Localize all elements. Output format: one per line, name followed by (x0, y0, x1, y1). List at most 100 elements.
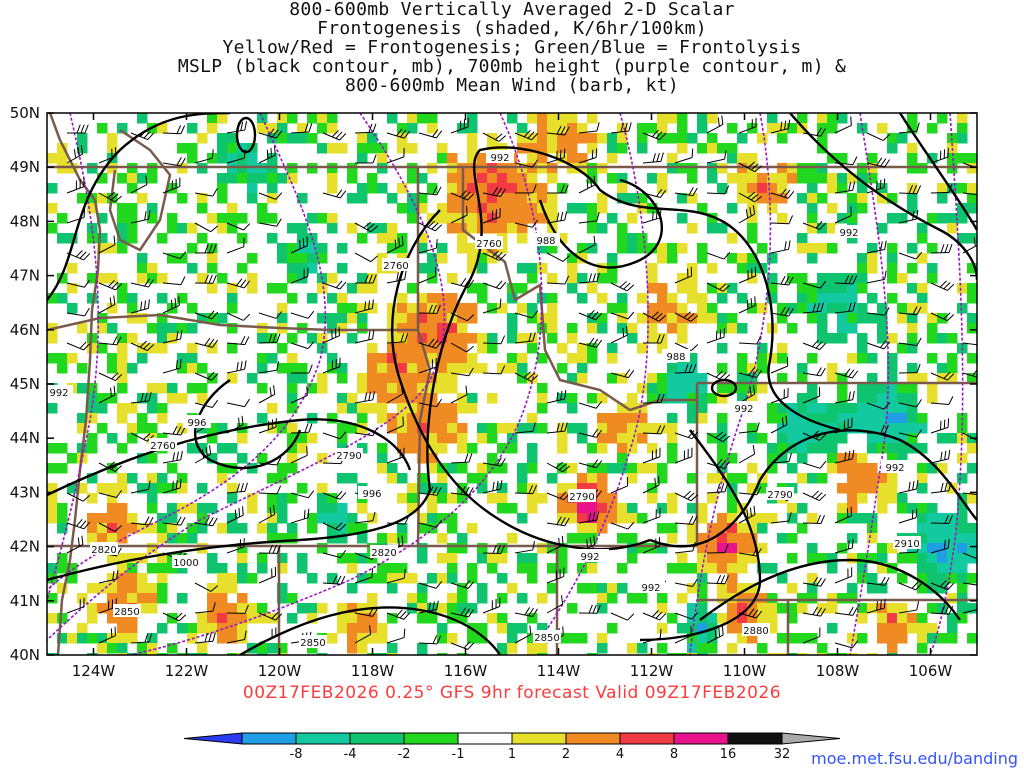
wind-barb (610, 612, 635, 621)
legend-label: -1 (452, 747, 465, 758)
wind-barb (354, 568, 373, 584)
wind-barb (642, 393, 665, 404)
wind-barb (354, 511, 376, 524)
wind-barb (834, 390, 855, 404)
wind-barb (354, 330, 375, 344)
lon-label: 116W (444, 662, 488, 680)
wind-barb (290, 423, 313, 434)
wind-barb (98, 522, 123, 532)
wind-barb (194, 149, 214, 164)
wind-barb (706, 370, 731, 382)
wind-barb (834, 181, 856, 194)
wind-barb (578, 235, 596, 254)
wind-barb (642, 188, 667, 198)
mslp-contour-label: 992 (835, 225, 863, 239)
wind-barb (738, 445, 756, 464)
wind-barb (450, 312, 475, 322)
lat-label: 47N (10, 267, 40, 285)
wind-barb (450, 607, 475, 618)
wind-barb (578, 148, 598, 164)
wind-barb (834, 116, 852, 134)
lat-label: 41N (10, 592, 40, 610)
wind-barb (66, 519, 91, 530)
wind-barb (482, 207, 501, 224)
height-contour-label: 2880 (742, 623, 770, 637)
wind-barb (194, 582, 219, 592)
svg-text:2880: 2880 (743, 626, 768, 637)
mslp-contour-label: 992 (576, 549, 604, 563)
wind-barb (546, 211, 568, 224)
wind-barb (354, 607, 378, 617)
wind-barb (226, 630, 247, 644)
frontogenesis-map: 9929889929969929969929961000992992988992… (10, 104, 978, 680)
wind-barb (226, 360, 247, 374)
wind-barb (418, 186, 442, 196)
wind-barb (354, 625, 372, 644)
wind-barb (130, 210, 151, 224)
svg-text:2820: 2820 (91, 545, 116, 556)
map-title: 800-600mb Vertically Averaged 2-D Scalar… (0, 0, 1024, 95)
wind-barb (962, 192, 977, 196)
wind-barb (674, 578, 698, 587)
wind-barb (770, 240, 791, 254)
svg-text:992: 992 (641, 583, 660, 594)
wind-barb (450, 206, 468, 224)
lon-label: 112W (630, 662, 674, 680)
wind-barb (354, 274, 377, 284)
svg-text:2790: 2790 (569, 492, 594, 503)
mslp-contours (47, 113, 977, 655)
wind-barb (610, 476, 629, 494)
forecast-valid-time: 00Z17FEB2026 0.25° GFS 9hr forecast Vali… (242, 683, 782, 703)
wind-barb (66, 279, 91, 288)
wind-barb (258, 361, 280, 374)
wind-barb (162, 516, 186, 526)
svg-text:992: 992 (580, 552, 599, 563)
wind-barb (706, 431, 730, 443)
wind-barb (418, 581, 443, 589)
wind-barb (354, 221, 378, 233)
wind-barb (578, 459, 603, 469)
wind-barb (194, 188, 218, 197)
wind-barb (418, 220, 443, 232)
title-line-3: Yellow/Red = Frontogenesis; Green/Blue =… (222, 37, 802, 58)
wind-barb (930, 148, 949, 164)
legend-label: 32 (774, 747, 791, 758)
wind-barb (514, 625, 532, 644)
wind-barb (642, 476, 660, 494)
wind-barb (674, 430, 699, 440)
wind-barb (162, 478, 182, 494)
wind-barb (674, 490, 699, 502)
wind-barb (322, 575, 346, 585)
wind-barb (98, 295, 116, 314)
legend-swatch (403, 732, 459, 745)
wind-barb (322, 490, 347, 500)
wind-barb (866, 307, 890, 316)
wind-barb (418, 304, 441, 314)
wind-barb (642, 334, 665, 344)
lat-label: 44N (10, 429, 40, 447)
wind-barb (738, 296, 756, 314)
wind-barb (418, 239, 438, 254)
legend-label: -4 (344, 747, 357, 758)
wind-barb (930, 371, 955, 381)
wind-barb (674, 447, 693, 464)
wind-barb (194, 337, 219, 348)
lat-label: 43N (10, 483, 40, 501)
wind-barb (514, 371, 539, 382)
lon-label: 120W (258, 662, 302, 680)
wind-barb (866, 576, 890, 586)
wind-barb (98, 626, 116, 644)
wind-barb (386, 235, 404, 254)
wind-barb (674, 266, 693, 284)
source-credit[interactable]: moe.met.fsu.edu/banding (811, 749, 1018, 768)
mslp-contour-label: 992 (881, 460, 909, 474)
wind-barb (834, 417, 853, 434)
wind-barb (450, 486, 474, 496)
wind-barb (290, 236, 308, 254)
wind-barb (738, 161, 762, 173)
wind-barb (354, 154, 377, 164)
wind-barb (898, 364, 921, 374)
wind-barb (866, 270, 887, 284)
wind-barb (962, 369, 977, 378)
lon-label: 118W (351, 662, 395, 680)
